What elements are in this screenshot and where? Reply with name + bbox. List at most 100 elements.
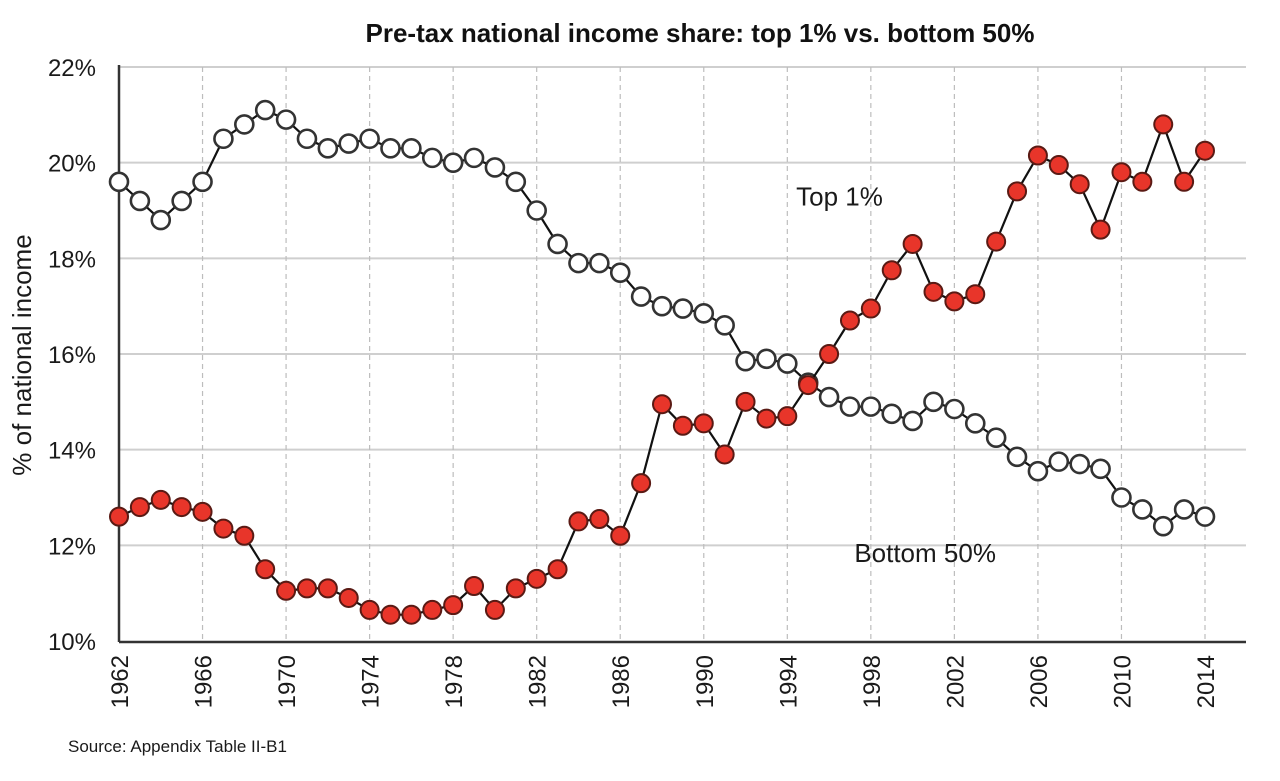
data-point-top-1 xyxy=(902,233,923,254)
data-point-bottom-50 xyxy=(129,190,151,212)
data-point-bottom-50 xyxy=(296,128,318,150)
y-tick-label: 10% xyxy=(48,629,96,656)
x-tick-label: 1994 xyxy=(775,655,802,708)
y-tick-label: 12% xyxy=(48,533,96,560)
data-point-top-1 xyxy=(338,587,359,608)
data-point-top-1 xyxy=(255,559,276,580)
data-point-bottom-50 xyxy=(944,398,965,420)
data-point-bottom-50 xyxy=(1069,453,1090,475)
data-point-top-1 xyxy=(923,281,944,302)
data-point-top-1 xyxy=(1195,140,1215,161)
data-point-bottom-50 xyxy=(401,138,422,159)
line-top-1 xyxy=(118,121,1206,616)
data-point-bottom-50 xyxy=(881,403,903,425)
data-point-bottom-50 xyxy=(693,303,715,324)
data-point-top-1 xyxy=(171,497,192,518)
data-point-bottom-50 xyxy=(484,157,506,178)
data-point-top-1 xyxy=(693,413,714,434)
data-point-top-1 xyxy=(1048,155,1069,176)
y-tick-label: 18% xyxy=(48,246,96,273)
data-point-bottom-50 xyxy=(818,386,840,408)
data-point-top-1 xyxy=(380,604,401,625)
data-point-top-1 xyxy=(714,444,735,465)
data-point-bottom-50 xyxy=(735,350,756,372)
data-point-bottom-50 xyxy=(192,171,213,193)
x-tick-label: 2010 xyxy=(1109,655,1136,708)
data-point-bottom-50 xyxy=(1090,458,1111,480)
grid xyxy=(119,66,1246,641)
data-point-top-1 xyxy=(881,260,902,281)
series-group xyxy=(108,99,1216,625)
data-point-bottom-50 xyxy=(630,286,652,307)
data-point-bottom-50 xyxy=(1152,515,1174,537)
data-point-bottom-50 xyxy=(338,133,360,154)
data-point-top-1 xyxy=(359,599,380,620)
data-point-bottom-50 xyxy=(108,171,130,193)
data-point-bottom-50 xyxy=(589,252,610,274)
data-point-top-1 xyxy=(756,408,777,429)
y-tick-label: 20% xyxy=(48,151,96,178)
data-point-bottom-50 xyxy=(777,353,798,374)
x-tick-label: 1998 xyxy=(859,655,886,708)
data-point-top-1 xyxy=(484,599,505,620)
data-point-top-1 xyxy=(296,578,317,599)
data-point-top-1 xyxy=(129,497,150,518)
data-point-bottom-50 xyxy=(547,233,568,255)
data-point-bottom-50 xyxy=(526,200,547,221)
data-point-bottom-50 xyxy=(1132,499,1153,520)
data-point-top-1 xyxy=(213,518,234,539)
data-point-top-1 xyxy=(860,298,881,319)
y-axis-ticks: 10% 12% 14% 16% 18% 20% 22% xyxy=(48,55,96,656)
data-point-bottom-50 xyxy=(442,152,464,173)
data-point-bottom-50 xyxy=(421,147,443,169)
data-point-top-1 xyxy=(986,231,1007,252)
x-axis-ticks: 1962 1966 1970 1974 1978 1982 1986 1990 1994 1998… xyxy=(107,655,1220,708)
y-tick-label: 16% xyxy=(48,342,96,369)
data-point-bottom-50 xyxy=(672,298,694,319)
data-point-bottom-50 xyxy=(213,128,234,150)
data-point-top-1 xyxy=(443,595,464,616)
data-point-top-1 xyxy=(777,406,798,427)
data-point-bottom-50 xyxy=(1006,446,1028,468)
data-point-bottom-50 xyxy=(714,314,735,336)
data-point-top-1 xyxy=(944,291,965,312)
data-point-bottom-50 xyxy=(171,190,192,212)
chart-title: Pre-tax national income share: top 1% vs… xyxy=(366,18,1035,48)
data-point-bottom-50 xyxy=(902,410,923,432)
data-point-top-1 xyxy=(150,489,171,510)
data-point-bottom-50 xyxy=(651,295,673,317)
data-point-bottom-50 xyxy=(568,252,589,274)
data-point-bottom-50 xyxy=(463,147,485,169)
data-point-bottom-50 xyxy=(1048,451,1070,472)
data-point-top-1 xyxy=(526,568,547,589)
x-tick-label: 1966 xyxy=(191,655,218,708)
data-point-top-1 xyxy=(1069,174,1090,195)
data-point-bottom-50 xyxy=(923,391,944,413)
data-point-bottom-50 xyxy=(380,138,401,159)
data-point-top-1 xyxy=(505,578,526,599)
data-point-bottom-50 xyxy=(964,413,986,434)
series-top-1 xyxy=(109,114,1215,625)
x-tick-label: 1962 xyxy=(107,655,134,708)
data-point-top-1 xyxy=(652,394,672,415)
data-point-top-1 xyxy=(798,375,819,396)
data-point-top-1 xyxy=(317,578,338,599)
data-point-bottom-50 xyxy=(234,114,255,135)
source-note: Source: Appendix Table II-B1 xyxy=(68,737,287,756)
data-point-top-1 xyxy=(1027,145,1048,166)
data-point-bottom-50 xyxy=(1027,460,1049,482)
data-point-top-1 xyxy=(735,391,756,412)
data-point-bottom-50 xyxy=(839,396,861,417)
data-point-top-1 xyxy=(401,604,422,625)
data-point-top-1 xyxy=(109,506,129,527)
data-point-top-1 xyxy=(1153,114,1174,135)
data-point-top-1 xyxy=(192,501,213,522)
data-point-top-1 xyxy=(464,575,485,596)
data-point-bottom-50 xyxy=(254,99,276,121)
x-tick-label: 2006 xyxy=(1026,655,1053,708)
data-point-top-1 xyxy=(547,559,568,580)
data-point-top-1 xyxy=(234,525,255,546)
data-point-bottom-50 xyxy=(275,109,297,130)
series-annotation: Top 1% xyxy=(796,182,883,212)
